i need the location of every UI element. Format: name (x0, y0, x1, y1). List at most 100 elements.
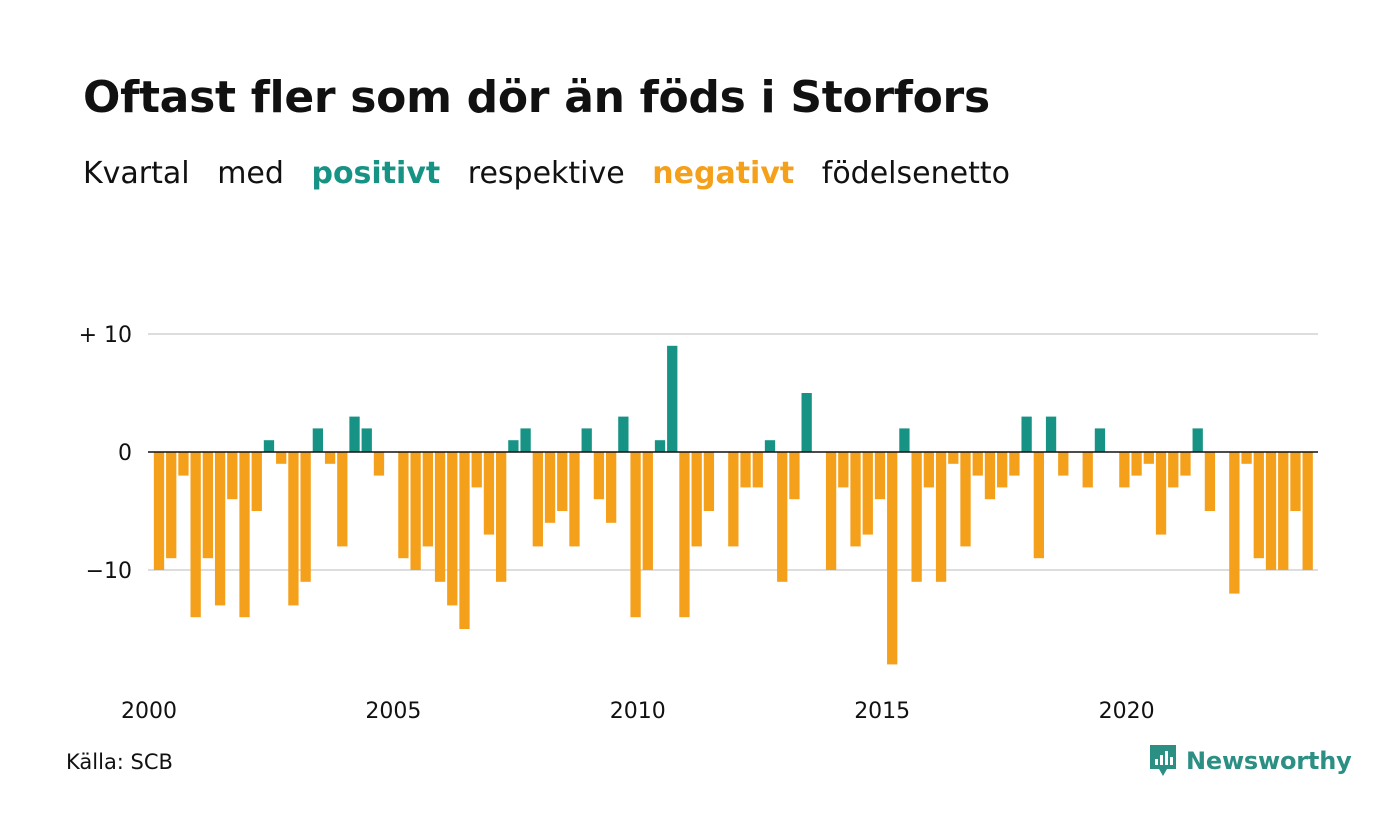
bar (373, 452, 385, 476)
bar (911, 452, 922, 582)
bar (838, 452, 849, 488)
bar (1290, 452, 1301, 511)
bar (1119, 452, 1130, 488)
bar (410, 452, 421, 570)
subtitle-text-kvartal: Kvartal (83, 156, 190, 191)
x-tick-label: 2000 (121, 699, 177, 724)
bar (777, 452, 788, 582)
subtitle-text-med: med (217, 156, 284, 191)
bar (1265, 452, 1277, 570)
y-tick-label: + 10 (79, 323, 132, 348)
bar (508, 440, 519, 452)
bar (593, 452, 605, 500)
bar (789, 452, 800, 500)
bar (1155, 452, 1167, 535)
bar (972, 452, 983, 476)
bar (349, 416, 360, 452)
bar (642, 452, 653, 570)
bar (654, 440, 666, 452)
bar (569, 452, 580, 547)
bar-chart-speech-icon (1150, 745, 1176, 776)
bar (361, 428, 372, 452)
bar (178, 452, 189, 476)
bar (801, 393, 812, 452)
source-label: Källa: SCB (66, 750, 173, 774)
bar (703, 452, 715, 511)
bar (850, 452, 861, 547)
bar (605, 452, 617, 523)
bar (1045, 416, 1057, 452)
bar (434, 452, 446, 582)
bar (1278, 452, 1289, 570)
y-tick-label: −10 (86, 559, 132, 584)
bar (923, 452, 935, 488)
bar (899, 428, 910, 452)
bar (1302, 452, 1313, 570)
bar (483, 452, 495, 535)
bar (1131, 452, 1142, 476)
x-tick-label: 2020 (1099, 699, 1155, 724)
bar (874, 452, 886, 500)
bar (300, 452, 311, 582)
bar (227, 452, 238, 500)
bar (1229, 452, 1240, 594)
subtitle-positive-label: positivt (311, 156, 441, 191)
bar (1253, 452, 1264, 559)
bar (1241, 452, 1252, 464)
bar (679, 452, 690, 618)
bar (752, 452, 763, 488)
x-tick-label: 2015 (854, 699, 910, 724)
bar (312, 428, 324, 452)
bar (214, 452, 226, 606)
bar (1143, 452, 1154, 464)
x-tick-label: 2005 (365, 699, 421, 724)
subtitle-text-respektive: respektive (467, 156, 625, 191)
bar (153, 452, 165, 570)
bar (887, 452, 898, 665)
bar (728, 452, 739, 547)
bar (544, 452, 556, 523)
page-title: Oftast fler som dör än föds i Storfors (83, 72, 990, 123)
bar (1192, 428, 1203, 452)
subtitle-negative-label: negativt (652, 156, 795, 191)
y-tick-label: 0 (118, 441, 132, 466)
bar (398, 452, 409, 559)
bar (263, 440, 275, 452)
bar (324, 452, 336, 464)
brand-name: Newsworthy (1186, 747, 1352, 775)
bar (1180, 452, 1191, 476)
bar (422, 452, 433, 547)
bar (667, 345, 678, 452)
bar (447, 452, 458, 606)
bar (1021, 416, 1032, 452)
bar (202, 452, 214, 559)
bar (557, 452, 568, 511)
bar (459, 452, 470, 629)
bar (862, 452, 873, 535)
bar (1094, 428, 1106, 452)
bar (618, 416, 629, 452)
bar (471, 452, 482, 488)
bar (1204, 452, 1216, 511)
bar (166, 452, 177, 559)
subtitle-text-fodelsenetto: födelsenetto (821, 156, 1010, 191)
bar (948, 452, 959, 464)
bar (239, 452, 250, 618)
bar (1058, 452, 1069, 476)
bar (740, 452, 751, 488)
bar (337, 452, 348, 547)
bar (251, 452, 262, 511)
bar (997, 452, 1008, 488)
bar (691, 452, 702, 547)
bar (1009, 452, 1020, 476)
bar (1033, 452, 1044, 559)
bar (532, 452, 543, 547)
subtitle: Kvartal med positivt respektive negativt… (83, 156, 1028, 191)
bar (935, 452, 947, 582)
x-tick-label: 2010 (610, 699, 666, 724)
bar (496, 452, 507, 582)
bar (581, 428, 592, 452)
bar (288, 452, 299, 606)
brand-logo: Newsworthy (1148, 743, 1352, 779)
